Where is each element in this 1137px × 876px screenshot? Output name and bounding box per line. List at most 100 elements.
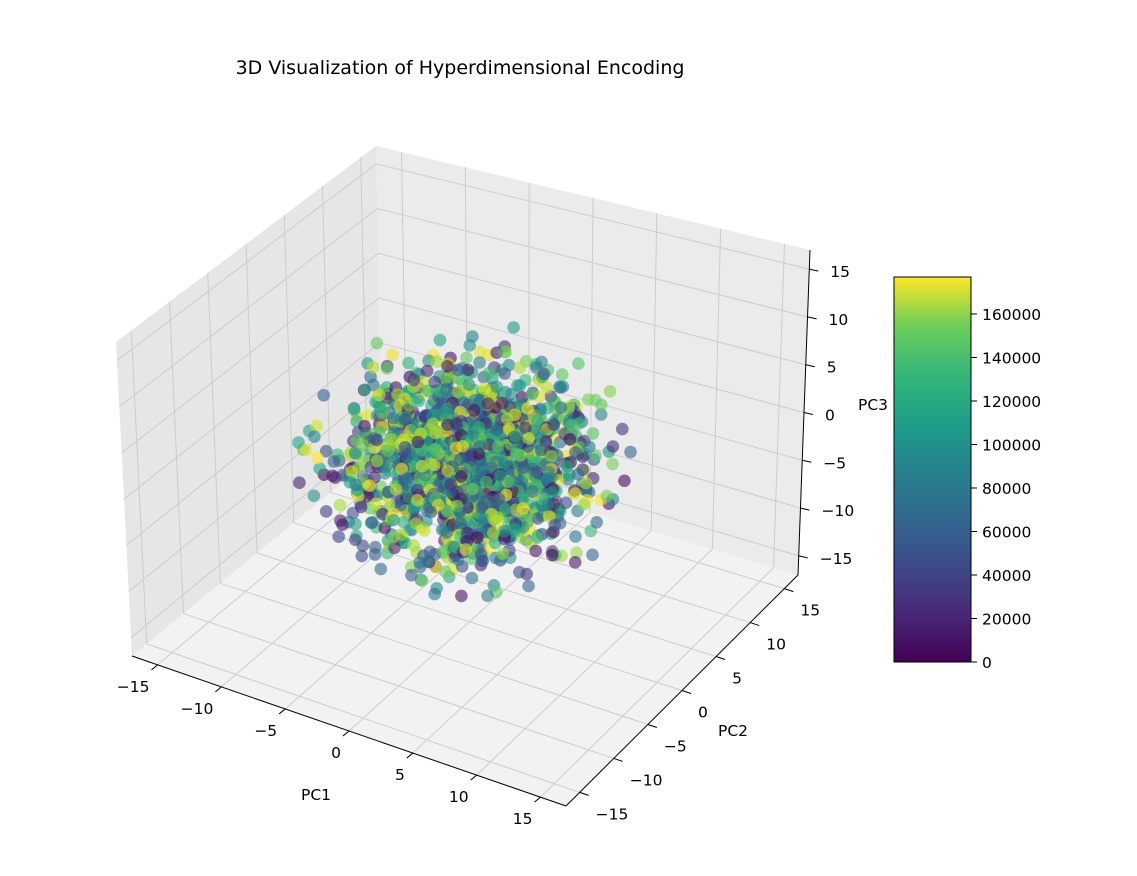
z-tick [799, 556, 808, 558]
scatter-point [445, 478, 458, 491]
scatter-point [578, 498, 591, 511]
scatter-point [452, 386, 465, 399]
scatter-point [320, 505, 333, 518]
scatter-point [572, 357, 585, 370]
scatter-point [580, 477, 593, 490]
scatter-point [425, 506, 438, 519]
scatter-point [569, 487, 582, 500]
scatter-point [428, 588, 441, 601]
x-tick-label: −15 [117, 678, 150, 696]
y-axis-label: PC2 [718, 722, 748, 740]
scatter-point [334, 499, 347, 512]
z-tick-label: −10 [821, 502, 854, 520]
x-tick [534, 797, 540, 802]
y-tick-label: 15 [800, 602, 820, 620]
scatter-point [525, 388, 538, 401]
scatter-point [569, 556, 582, 569]
scatter-point [349, 479, 362, 492]
colorbar-tick-label: 60000 [982, 523, 1031, 541]
scatter-point [487, 527, 500, 540]
scatter-point [349, 518, 362, 531]
z-tick [808, 317, 817, 319]
colorbar-gradient [894, 277, 971, 662]
colorbar-tick-label: 20000 [982, 610, 1031, 628]
scatter-point [569, 446, 582, 459]
colorbar-tick-label: 160000 [982, 306, 1041, 324]
scatter-point [473, 356, 486, 369]
x-tick [279, 709, 285, 714]
scatter-point [382, 444, 395, 457]
scatter-point [379, 467, 392, 480]
z-tick-label: 5 [827, 359, 837, 377]
scatter-point [529, 545, 542, 558]
scatter-point [555, 401, 568, 414]
z-tick-label: 10 [829, 311, 849, 329]
scatter-point [516, 476, 529, 489]
scatter-point [348, 404, 361, 417]
scatter-point [590, 516, 603, 529]
y-tick [648, 724, 657, 727]
y-tick [716, 657, 725, 660]
scatter-point [604, 385, 617, 398]
scatter-point [450, 417, 463, 430]
scatter-point [450, 442, 463, 455]
scatter-point [491, 381, 504, 394]
z-tick [800, 508, 809, 510]
scatter-point [293, 476, 306, 489]
scatter-point [473, 440, 486, 453]
scatter-point [463, 378, 476, 391]
scatter-point [408, 374, 421, 387]
scatter-point [371, 337, 384, 350]
scatter-point [517, 502, 530, 515]
scatter-point [548, 418, 561, 431]
scatter-point [441, 403, 454, 416]
z-tick [809, 269, 818, 271]
scatter-point [326, 470, 339, 483]
scatter-point [356, 439, 369, 452]
scatter-point [468, 404, 481, 417]
colorbar: 0200004000060000800001000001200001400001… [894, 277, 1041, 672]
scatter-point [370, 498, 383, 511]
scatter-point [399, 413, 412, 426]
x-tick [152, 665, 158, 670]
scatter-point [390, 483, 403, 496]
colorbar-tick-label: 80000 [982, 480, 1031, 498]
scatter-point [510, 448, 523, 461]
y-tick-label: −5 [664, 737, 687, 755]
scatter-point [421, 365, 434, 378]
scatter-point [496, 547, 509, 560]
scatter-point [355, 501, 368, 514]
y-tick [750, 623, 759, 626]
scatter-point [428, 459, 441, 472]
x-tick-label: 15 [513, 810, 533, 828]
scatter-point [440, 383, 453, 396]
scatter-point [311, 452, 324, 465]
scatter-point [385, 433, 398, 446]
scatter-point [434, 334, 447, 347]
scatter-point [454, 507, 467, 520]
scatter-point [531, 415, 544, 428]
scatter-point [482, 397, 495, 410]
scatter-point [560, 497, 573, 510]
z-tick [804, 413, 813, 415]
x-tick-label: −10 [181, 700, 214, 718]
scatter-point [371, 455, 384, 468]
scatter-point [517, 488, 530, 501]
chart-title: 3D Visualization of Hyperdimensional Enc… [236, 57, 685, 79]
y-tick [784, 589, 793, 592]
scatter-point [336, 518, 349, 531]
scatter-point [583, 441, 596, 454]
scatter-point [556, 368, 569, 381]
scatter-point [554, 381, 567, 394]
scatter-point [494, 470, 507, 483]
scatter-point [428, 443, 441, 456]
scatter-point [535, 356, 548, 369]
scatter-point [513, 361, 526, 374]
scatter-point [569, 530, 582, 543]
scatter-point [416, 574, 429, 587]
scatter-point [481, 590, 494, 603]
scatter-point [595, 399, 608, 412]
scatter-point [402, 357, 415, 370]
scatter-point [403, 399, 416, 412]
x-tick-label: 5 [395, 766, 405, 784]
